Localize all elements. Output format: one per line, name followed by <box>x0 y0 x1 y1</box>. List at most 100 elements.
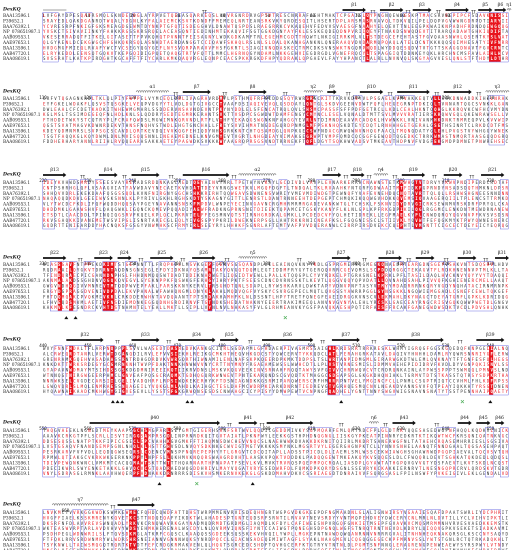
secondary-structure-label: β26 <box>200 250 209 256</box>
turn-marker: TT <box>222 92 228 97</box>
sequence-residues: HYQAWNAIKAADCMKHWGYGIGVESEVLLYSSTSFGKGRW… <box>43 389 509 394</box>
sequence-residues: YCVRESRPFNKIGFGKSMEAGDGEWMTDYNKPTGFQTISD… <box>43 24 509 29</box>
ruler-tick-label: 550 <box>39 426 47 431</box>
alignment-block: 1102030405060708090100β1β2β3β4β5β6η1TTTT… <box>2 2 512 62</box>
conservation-box <box>391 261 404 312</box>
ruler-tick-label: 580 <box>173 426 181 431</box>
sequence-residues: KAKMVLKFEGNDRCKVHTDSTNAMNTELYEALLMKTLLSI… <box>43 305 509 310</box>
conservation-box <box>488 95 505 146</box>
beta-strand-arrow <box>481 172 505 178</box>
conservation-box <box>425 509 441 550</box>
sequence-residues: FTFQKLRRVSRDWNMRYWLWDRSHRSNEIANNVGNNNWQK… <box>43 537 509 542</box>
secondary-structure-label: β11 <box>409 84 418 90</box>
turn-marker: TT <box>346 92 352 97</box>
conservation-box <box>158 261 175 312</box>
conservation-box <box>125 261 138 312</box>
beta-strand-arrow <box>342 7 366 13</box>
secondary-structure-label: β8 <box>250 84 256 90</box>
turn-marker: TT <box>436 10 442 15</box>
ruler-tick-label: 430 <box>487 261 495 266</box>
sequence-name: BAA08619.1 <box>3 57 30 62</box>
turn-marker: TT <box>169 175 175 180</box>
site-marker-triangle <box>190 400 195 404</box>
sequence-residues: KGLMSLTSSIMDEGEQFNLHDLKNLSLQDDRYSEDTEGMR… <box>43 112 509 117</box>
ruler-tick-label: 600 <box>263 426 271 431</box>
site-marker-green <box>283 315 288 320</box>
ruler-tick-label: 260 <box>218 178 226 183</box>
ruler-tick-label: 230 <box>84 178 92 183</box>
sequence-name: NP_078651987.1 <box>3 363 41 368</box>
identical-column-highlight <box>399 179 404 229</box>
conservation-box <box>275 427 291 478</box>
turn-marker: TT <box>297 175 303 180</box>
ruler-tick-label: 1 <box>42 13 45 18</box>
conservation-box <box>226 261 235 312</box>
sequence-residues: TSGTFAQQKGLKQYDWMLDNLMVISQQSNNLINEAEMEDN… <box>43 134 509 139</box>
identical-column-highlight <box>365 12 370 62</box>
conservation-box <box>95 427 111 478</box>
beta-strand-arrow <box>412 7 432 13</box>
helix-coil <box>303 90 323 94</box>
conservation-box <box>42 179 55 230</box>
sequence-name: AAB09553.1 <box>2 36 30 41</box>
site-marker-triangle <box>339 400 344 404</box>
sequence-name: AAB09553.1 <box>2 203 30 208</box>
conservation-box <box>432 95 441 146</box>
conservation-box <box>188 509 198 550</box>
sequence-residues: ETSDTLCAACDDLTPINQIQGSRVFKQELKPLQCLPKRVT… <box>43 212 509 217</box>
secondary-structure-label: β9 <box>329 84 335 90</box>
ruler-tick-label: 420 <box>442 261 450 266</box>
sequence-name: BAA08619.1 <box>3 224 30 229</box>
sequence-residues: GYAPAVNWDMAYMTSIHDSSGSKDGDMNIREEIKQTIIKR… <box>43 368 509 373</box>
sequence-name: NP_078651987.1 <box>3 527 41 532</box>
sequence-name: AAB47720.1 <box>2 549 30 550</box>
sequence-name: BAA13596.1 <box>3 46 30 51</box>
conservation-box <box>181 12 194 63</box>
sequence-name: BAA13596.1 <box>3 461 30 466</box>
sequence-name: AAE97653.1 <box>2 208 30 213</box>
turn-marker: TT <box>406 10 412 15</box>
sequence-residues: NAQAQQDKDVLGEEIWVSKSNNLKLPYRIVLGKHLRGHSK… <box>43 196 509 201</box>
secondary-structure-label: η4 <box>378 167 384 173</box>
sequence-residues: LFHVEQDSMVMLAETIVFNSDIEMDNKEGGQDNHGRDIRN… <box>43 300 509 305</box>
conservation-box <box>406 509 423 550</box>
sequence-name: AAE97653.1 <box>2 456 30 461</box>
secondary-structure-label: β23 <box>99 250 108 256</box>
sequence-name: AAB47720.1 <box>2 301 30 306</box>
conservation-box <box>380 427 389 478</box>
sequence-name: BAA13596.1 <box>3 543 30 548</box>
structure-name: DexKQ <box>2 255 21 261</box>
beta-strand-arrow <box>117 255 132 261</box>
conservation-box <box>342 345 351 396</box>
sequence-name: BAA13596.1 <box>3 129 30 134</box>
turn-marker: TT <box>458 340 464 345</box>
sequence-name: BAA08619.1 <box>3 140 30 145</box>
conservation-box <box>248 509 265 550</box>
beta-strand-arrow <box>331 337 360 343</box>
identical-column-highlight <box>121 345 126 395</box>
ruler-tick-label: 350 <box>129 261 137 266</box>
turn-marker: TT <box>483 258 489 263</box>
conservation-box <box>203 261 213 312</box>
identical-column-highlight <box>309 95 314 145</box>
identical-column-highlight <box>380 261 385 311</box>
ruler-tick-label: 270 <box>263 178 271 183</box>
turn-marker: TT <box>406 258 412 263</box>
secondary-structure-label: β10 <box>367 84 376 90</box>
sequence-name: P39652.1 <box>3 19 24 24</box>
ruler-tick-label: 120 <box>84 95 92 100</box>
conservation-box <box>65 12 74 63</box>
ruler-tick-label: 290 <box>352 178 360 183</box>
conservation-box <box>380 12 389 63</box>
conservation-box <box>162 95 175 146</box>
sequence-residues: IDEYKVHWDSMRDYSSEESVAYRERADSRDDNKAGCAEDT… <box>43 180 509 185</box>
conservation-box <box>215 261 224 312</box>
conservation-box <box>376 261 389 312</box>
ruler-tick-label: 390 <box>308 261 316 266</box>
sequence-residues: LGWQVQRLSLMQLENMRAESSNQAGEILYVQKGLMLAHDL… <box>43 384 509 389</box>
beta-strand-arrow <box>43 172 67 178</box>
secondary-structure-label: β39 <box>486 332 495 338</box>
beta-strand-arrow <box>117 502 155 508</box>
secondary-structure-label: β41 <box>244 415 253 421</box>
conservation-box <box>233 95 243 146</box>
